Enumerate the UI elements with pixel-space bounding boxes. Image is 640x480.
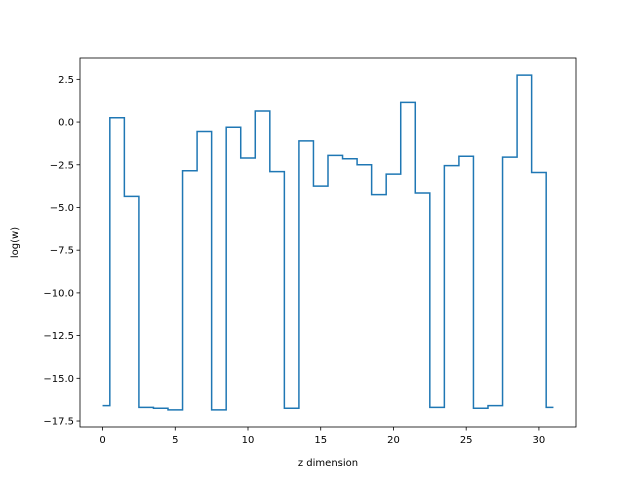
x-tick-label: 30 [533,435,546,446]
ticks-layer: 0 5 10 15 20 25 30 2.5 0.0 −2.5 −5.0 −7.5 −10.0 −12.5… [43,75,545,446]
y-tick-label: −15.0 [43,374,74,385]
y-tick-label: −12.5 [43,331,74,342]
y-tick-label: −10.0 [43,288,74,299]
axes-frame [79,57,577,428]
x-tick-label: 5 [172,435,178,446]
series-line-0 [102,74,554,411]
y-tick-label: 2.5 [58,75,74,86]
y-tick-label: −2.5 [50,160,74,171]
y-tick-label: −7.5 [50,246,74,257]
y-axis-label: log(w) [10,227,21,258]
y-tick-label: −5.0 [50,203,74,214]
plot-area [80,58,576,427]
y-tick-label: 0.0 [58,118,74,129]
series-layer [102,74,554,411]
x-tick-label: 10 [242,435,255,446]
x-tick-label: 20 [387,435,400,446]
x-tick-label: 0 [99,435,105,446]
x-tick-label: 25 [460,435,473,446]
x-axis-label: z dimension [298,458,358,469]
axes-layer [79,57,577,428]
x-tick-label: 15 [314,435,327,446]
y-tick-label: −17.5 [43,417,74,428]
